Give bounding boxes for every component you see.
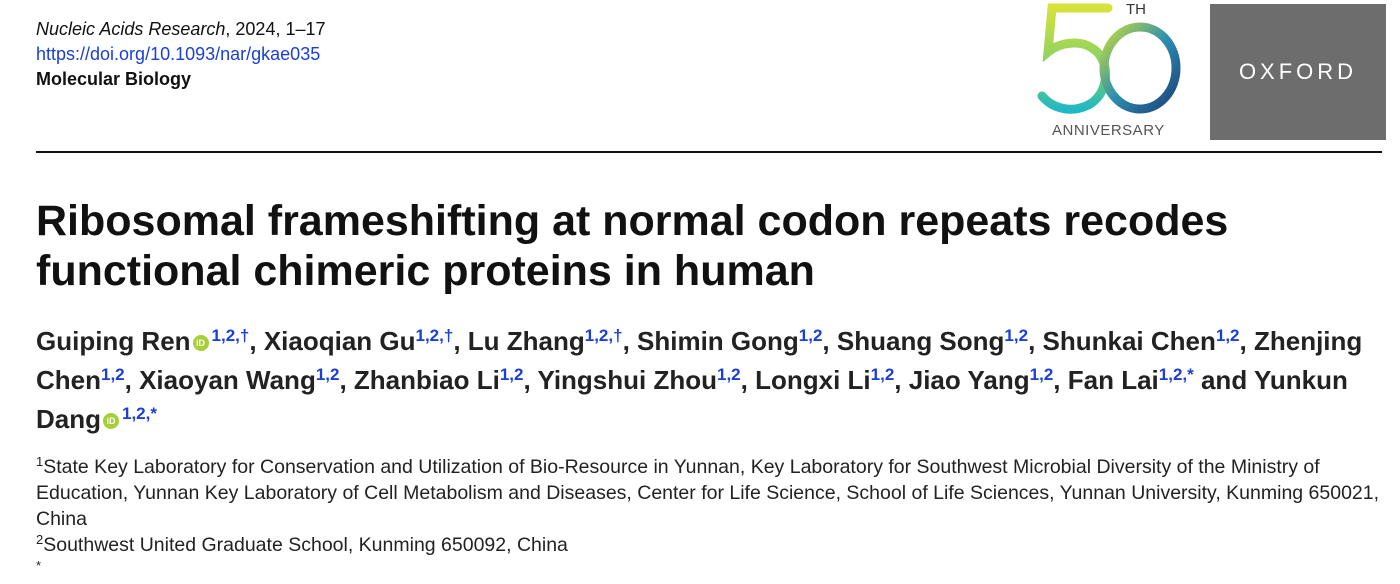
author-name[interactable]: Shimin Gong (637, 326, 799, 356)
author-separator: , (124, 365, 140, 395)
article-title: Ribosomal frameshifting at normal codon … (36, 197, 1229, 295)
author-affiliation-mark[interactable]: 1,2 (315, 365, 340, 384)
author-affiliation-mark[interactable]: 1,2,† (415, 326, 454, 345)
author-separator: , (249, 326, 264, 356)
affiliation-mark: 1 (36, 454, 44, 469)
author-name[interactable]: Zhanbiao Li (353, 365, 500, 395)
affiliation-mark: 2 (36, 532, 44, 547)
author-separator: , (822, 326, 837, 356)
author-name[interactable]: Yingshui Zhou (537, 365, 717, 395)
affiliations: 1State Key Laboratory for Conservation a… (36, 454, 1386, 584)
author-name[interactable]: Guiping Ren (36, 326, 191, 356)
author-affiliation-mark[interactable]: 1,2 (798, 326, 823, 345)
journal-name: Nucleic Acids Research (36, 19, 226, 39)
author-affiliation-mark[interactable]: 1,2,† (584, 326, 623, 345)
author-separator: , (740, 365, 756, 395)
orcid-icon[interactable]: iD (192, 335, 209, 351)
fifty-icon (1037, 3, 1181, 114)
author-name[interactable]: Shunkai Chen (1042, 326, 1216, 356)
author-affiliation-mark[interactable]: 1,2 (717, 365, 741, 384)
article-meta: Nucleic Acids Research, 2024, 1–17 https… (36, 17, 326, 92)
author-name[interactable]: Xiaoqian Gu (263, 326, 416, 356)
author-name[interactable]: Lu Zhang (467, 326, 585, 356)
author-affiliation-mark[interactable]: 1,2,† (211, 326, 250, 345)
journal-year-pages: , 2024, 1–17 (225, 19, 326, 39)
author-affiliation-mark[interactable]: 1,2 (499, 365, 524, 384)
affiliation-text: Southwest United Graduate School, Kunmin… (43, 534, 568, 556)
author-separator: , (339, 365, 354, 395)
orcid-icon[interactable]: iD (103, 413, 119, 429)
anniversary-label: ANNIVERSARY (1052, 122, 1165, 139)
journal-line: Nucleic Acids Research, 2024, 1–17 (36, 17, 326, 42)
affiliation-item: 1State Key Laboratory for Conservation a… (36, 454, 1386, 532)
author-affiliation-mark[interactable]: 1,2 (1215, 326, 1240, 345)
author-affiliation-mark[interactable]: 1,2 (1029, 365, 1054, 384)
anniversary-suffix: TH (1126, 1, 1146, 18)
author-affiliation-mark[interactable]: 1,2,* (122, 404, 157, 423)
doi-link[interactable]: https://doi.org/10.1093/nar/gkae035 (36, 44, 321, 64)
author-separator: , (1028, 326, 1043, 356)
author-separator: , (1239, 326, 1254, 356)
author-affiliation-mark[interactable]: 1,2 (870, 365, 895, 384)
affiliation-text: State Key Laboratory for Conservation an… (36, 456, 1380, 530)
author-name[interactable]: Longxi Li (755, 365, 871, 395)
author-separator: , (1053, 365, 1068, 395)
author-name[interactable]: Zhenjing Chen (36, 326, 1363, 395)
author-list: Guiping Ren iD 1,2,†, Xiaoqian Gu1,2,†, Lu… (36, 322, 1386, 439)
author-affiliation-mark[interactable]: 1,2,* (1158, 365, 1194, 384)
author-name[interactable]: Yunkun Dang (36, 365, 1348, 434)
oxford-logo[interactable]: OXFORD (1210, 4, 1386, 140)
author-affiliation-mark[interactable]: 1,2 (1004, 326, 1029, 345)
author-separator: , (523, 365, 538, 395)
author-name[interactable]: Fan Lai (1067, 365, 1159, 395)
author-affiliation-mark[interactable]: 1,2 (101, 365, 125, 384)
author-separator: , (894, 365, 909, 395)
affiliation-item: * (36, 558, 1386, 584)
anniversary-logo: TH ANNIVERSARY (1030, 0, 1190, 148)
affiliation-item: 2Southwest United Graduate School, Kunmi… (36, 532, 1386, 558)
affiliation-mark: * (36, 558, 42, 573)
author-name[interactable]: Jiao Yang (908, 365, 1030, 395)
header-divider (36, 151, 1382, 153)
author-name[interactable]: Shuang Song (836, 326, 1005, 356)
author-separator: and (1193, 365, 1254, 395)
article-section: Molecular Biology (36, 69, 192, 89)
author-separator: , (453, 326, 468, 356)
author-separator: , (622, 326, 638, 356)
author-name[interactable]: Xiaoyan Wang (139, 365, 316, 395)
